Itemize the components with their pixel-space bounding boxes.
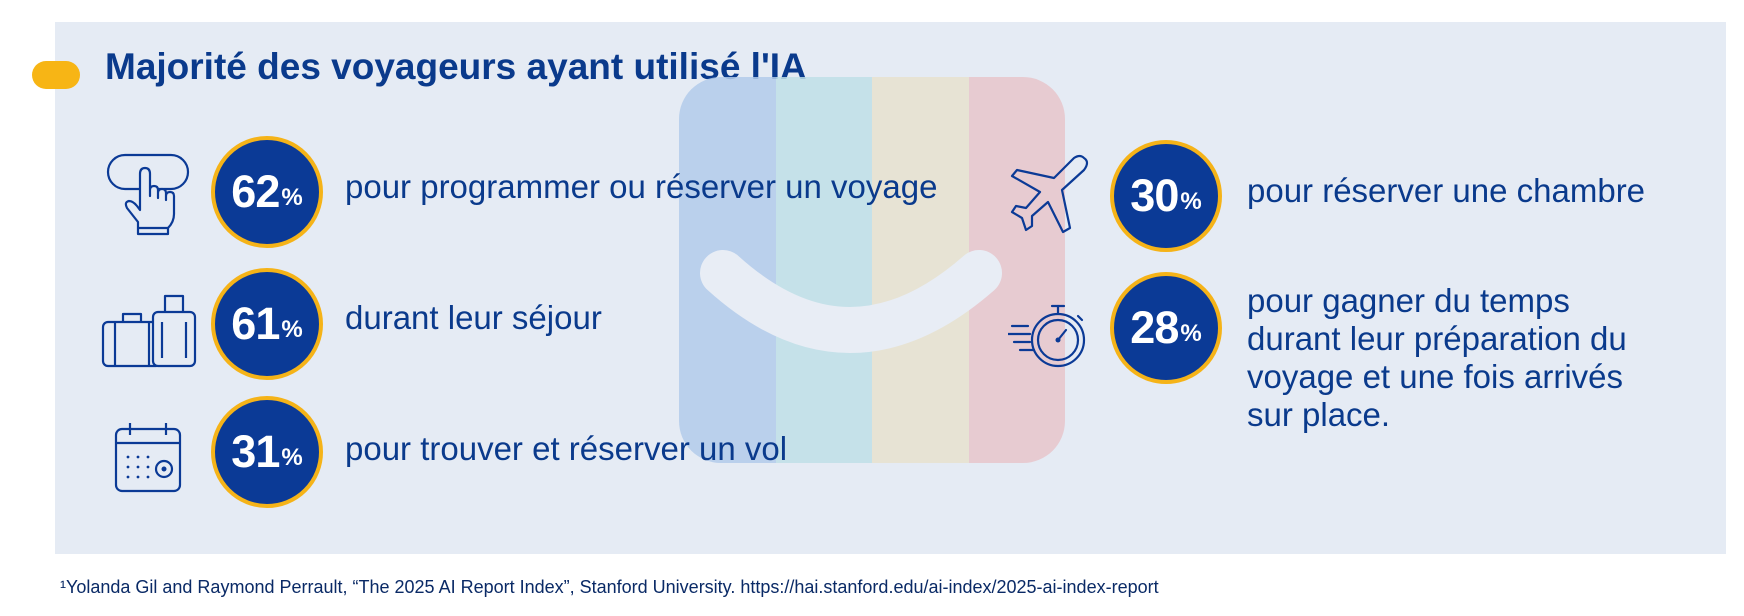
stat-value: 62 xyxy=(231,166,280,217)
stat-unit: % xyxy=(1180,188,1202,215)
stat-value: 28 xyxy=(1130,302,1179,353)
stat-value: 61 xyxy=(231,298,280,349)
calendar-icon xyxy=(114,421,182,498)
stat-label: pour trouver et réserver un vol xyxy=(345,430,788,467)
stat-badge: 28% xyxy=(1110,272,1222,384)
stat-label: pour programmer ou réserver un voyage xyxy=(345,168,938,205)
stat-label: pour gagner du temps durant leur prépara… xyxy=(1247,282,1627,433)
stat-badge: 30% xyxy=(1110,140,1222,252)
logo-stripe-teal xyxy=(775,77,872,463)
hand-pointer-icon xyxy=(105,152,191,243)
title-accent-pill xyxy=(32,61,80,89)
stat-badge: 61% xyxy=(211,268,323,380)
stat-unit: % xyxy=(281,184,303,211)
stat-unit: % xyxy=(1180,320,1202,347)
stopwatch-icon xyxy=(1006,302,1088,375)
logo-smile-curve xyxy=(700,250,1002,353)
stat-value: 31 xyxy=(231,426,280,477)
footnote-citation: ¹Yolanda Gil and Raymond Perrault, “The … xyxy=(60,577,1159,597)
stat-unit: % xyxy=(281,444,303,471)
stat-badge: 62% xyxy=(211,136,323,248)
stat-label: pour réserver une chambre xyxy=(1247,172,1646,209)
stat-value: 30 xyxy=(1130,170,1179,221)
smile-logo-watermark xyxy=(679,77,1065,463)
stat-unit: % xyxy=(281,316,303,343)
stat-badge: 31% xyxy=(211,396,323,508)
luggage-icon xyxy=(101,292,197,375)
stat-label: durant leur séjour xyxy=(345,299,602,336)
airplane-icon xyxy=(1010,154,1090,239)
